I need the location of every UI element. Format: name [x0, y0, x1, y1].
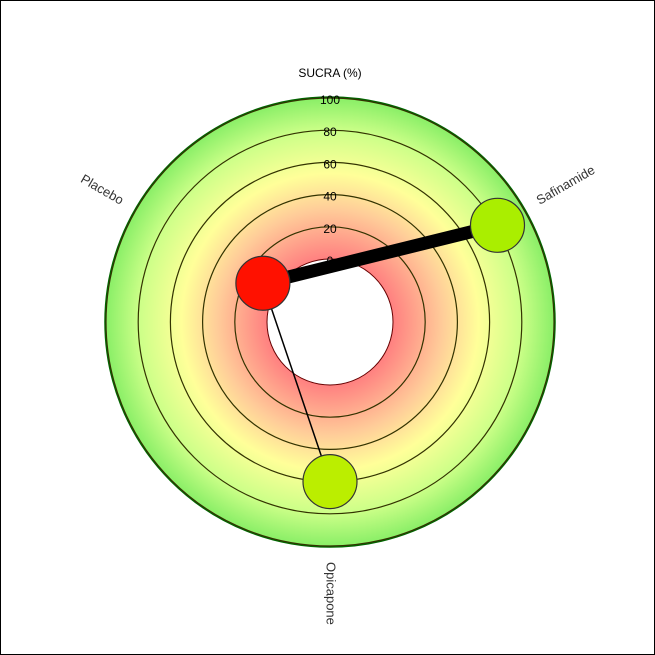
node-opicapone	[302, 454, 358, 510]
sucra-rings	[105, 97, 555, 547]
edge-placebo-opicapone	[262, 283, 331, 482]
ring-20	[234, 226, 426, 418]
node-placebo	[235, 255, 291, 311]
treatment-nodes	[235, 197, 526, 510]
tick-label-60: 60	[323, 157, 337, 171]
tick-label-40: 40	[323, 190, 337, 204]
treatment-label-opicapone: Opicapone	[324, 562, 339, 625]
network-edges	[261, 218, 500, 482]
tick-label-100: 100	[320, 93, 340, 107]
treatment-label-safinamide: Safinamide	[534, 162, 598, 208]
ring-40	[202, 194, 459, 451]
treatment-label-placebo: Placebo	[78, 171, 126, 207]
node-safinamide	[469, 197, 526, 253]
scale-title: SUCRA (%)	[298, 66, 361, 80]
tick-label-20: 20	[323, 222, 337, 236]
inner-hole	[266, 258, 394, 386]
sucra-ticks: 020406080100	[320, 93, 340, 268]
tick-label-80: 80	[323, 125, 337, 139]
ring-100	[105, 97, 555, 547]
edge-placebo-safinamide	[261, 218, 500, 290]
ring-80	[137, 129, 523, 515]
